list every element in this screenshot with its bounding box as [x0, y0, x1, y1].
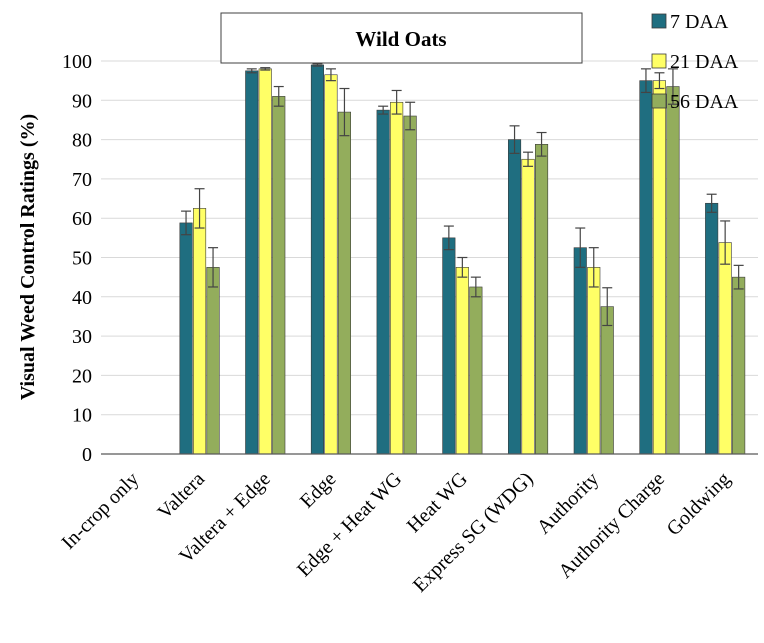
error-bar: [378, 105, 389, 115]
y-tick-label: 90: [72, 90, 92, 112]
x-tick-label: Heat WG: [403, 468, 472, 537]
bar: [652, 80, 667, 455]
error-bar: [588, 247, 599, 288]
y-tick-label: 60: [72, 208, 92, 230]
bar: [442, 237, 456, 455]
error-bar: [312, 63, 323, 67]
bar: [573, 247, 587, 455]
error-bar: [654, 72, 665, 90]
bar: [521, 158, 535, 455]
bar: [534, 144, 549, 455]
error-bar: [391, 89, 402, 115]
bar: [324, 74, 338, 455]
bar: [600, 306, 614, 455]
bar: [705, 202, 719, 455]
chart-title: Wild Oats: [355, 27, 446, 51]
error-bars: [181, 63, 744, 327]
legend-swatch: [651, 13, 667, 29]
y-axis-label: Visual Weed Control Ratings (%): [17, 114, 39, 400]
error-bar: [536, 131, 547, 157]
legend: 7 DAA 21 DAA 56 DAA: [651, 11, 739, 113]
bar: [469, 286, 483, 455]
error-bar: [523, 151, 534, 167]
bar: [666, 86, 680, 455]
y-tick-label: 40: [72, 287, 92, 309]
error-bar: [706, 193, 717, 213]
error-bar: [733, 264, 744, 290]
error-bar: [181, 210, 192, 236]
error-bar: [443, 225, 454, 251]
bar: [310, 64, 325, 455]
error-bar: [457, 256, 468, 278]
x-tick-label: Goldwing: [663, 468, 735, 540]
bar: [337, 111, 352, 455]
y-tick-labels: 0 10 20 30 40 50 60 70 80 90 100: [62, 51, 92, 466]
error-bar: [260, 67, 271, 71]
bar: [179, 222, 193, 455]
bar: [376, 109, 390, 455]
legend-item: 7 DAA: [651, 11, 729, 33]
bar: [718, 242, 732, 455]
bar: [455, 267, 469, 455]
y-tick-label: 10: [72, 405, 92, 427]
bars: [179, 64, 746, 455]
error-bar: [602, 287, 613, 327]
x-tick-label: Valtera: [153, 468, 209, 524]
error-bar: [325, 68, 336, 82]
y-tick-label: 20: [72, 365, 92, 387]
y-tick-label: 100: [62, 51, 92, 73]
error-bar: [339, 87, 350, 137]
legend-item: 56 DAA: [651, 91, 739, 113]
error-bar: [273, 85, 284, 107]
legend-swatch: [651, 53, 667, 69]
error-bar: [509, 125, 520, 154]
title-frame: [220, 12, 583, 64]
bar: [390, 101, 404, 455]
y-axis-label-group: Visual Weed Control Ratings (%): [17, 114, 39, 400]
bar: [193, 208, 207, 455]
bar: [732, 276, 746, 455]
bar: [258, 68, 272, 455]
y-tick-label: 80: [72, 130, 92, 152]
legend-item: 21 DAA: [651, 51, 739, 73]
bar: [206, 267, 220, 455]
bar: [272, 96, 286, 455]
bar: [403, 115, 417, 455]
title-box: Wild Oats: [220, 12, 583, 64]
legend-label: 56 DAA: [670, 91, 739, 113]
y-tick-label: 70: [72, 169, 92, 191]
error-bar: [194, 188, 205, 229]
bar: [245, 70, 259, 455]
error-bar: [720, 220, 731, 265]
legend-swatch: [651, 93, 667, 109]
y-tick-label: 0: [82, 444, 92, 466]
bar: [639, 80, 653, 455]
legend-label: 7 DAA: [670, 11, 729, 33]
error-bar: [405, 101, 416, 131]
y-tick-label: 30: [72, 326, 92, 348]
bar: [507, 139, 522, 455]
error-bar: [667, 68, 678, 105]
error-bar: [575, 227, 586, 268]
x-tick-label: Edge: [296, 468, 341, 513]
y-tick-label: 50: [72, 248, 92, 270]
bar: [587, 267, 601, 455]
error-bar: [208, 247, 219, 288]
legend-label: 21 DAA: [670, 51, 739, 73]
x-tick-label: Express SG (WDG): [409, 468, 538, 597]
error-bar: [640, 68, 651, 94]
x-tick-label: In-crop only: [58, 468, 144, 554]
error-bar: [246, 68, 257, 74]
error-bar: [470, 276, 481, 298]
